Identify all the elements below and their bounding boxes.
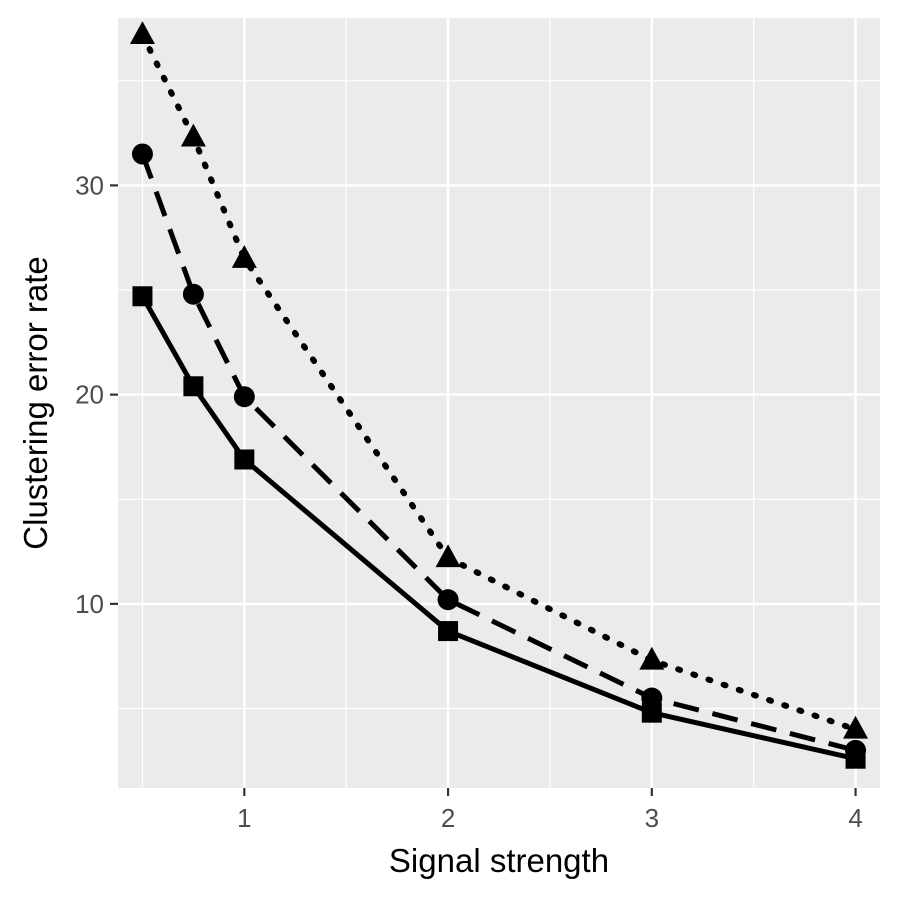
data-point-square [234,449,255,470]
y-axis-title: Clustering error rate [17,256,54,549]
data-point-triangle [129,21,155,44]
data-point-triangle [639,646,665,670]
x-tick-label: 3 [645,803,659,833]
data-point-square [132,286,153,307]
axes: 1 2 3 4 10 20 30 [75,170,863,833]
data-point-triangle [231,244,257,268]
data-point-circle [641,687,663,709]
y-tick-label: 10 [75,589,104,619]
series-layer [129,21,869,769]
data-point-triangle [435,544,461,568]
data-point-square [641,702,662,723]
data-point-circle [182,283,204,305]
data-point-circle [437,589,459,611]
x-tick-label: 1 [237,803,251,833]
data-point-square [438,621,459,642]
x-tick-label: 4 [848,803,862,833]
series-line-triangle [139,31,859,733]
plot-panel [118,18,880,788]
x-axis-title: Signal strength [389,842,609,879]
data-point-circle [845,739,867,761]
data-point-square [183,376,204,397]
data-point-circle [131,143,153,165]
data-point-circle [233,386,255,408]
series-line-circle [140,153,857,753]
series-line-square [140,295,857,762]
x-tick-label: 2 [441,803,455,833]
y-tick-label: 20 [75,380,104,410]
y-tick-label: 30 [75,170,104,200]
data-point-triangle [843,715,869,739]
data-point-triangle [180,123,206,147]
